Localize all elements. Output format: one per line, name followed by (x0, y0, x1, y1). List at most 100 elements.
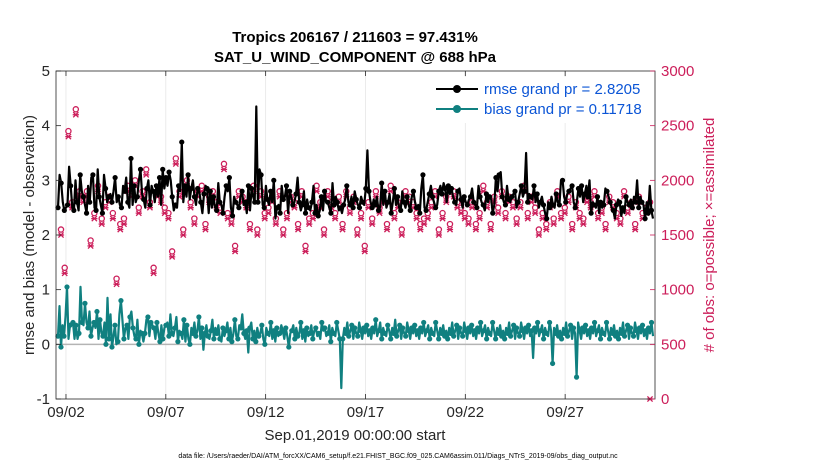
obs-possible-marker (187, 198, 194, 206)
rmse-point (258, 172, 264, 178)
obs-possible-marker (402, 188, 409, 195)
obs-assimilated-marker (424, 215, 431, 222)
obs-possible-marker (161, 204, 168, 211)
obs-possible-marker (535, 226, 543, 233)
rmse-point (169, 194, 175, 200)
obs-possible-marker (561, 204, 569, 211)
rmse-point (534, 191, 540, 197)
rmse-point (648, 207, 655, 213)
obs-assimilated-marker (265, 210, 272, 217)
rmse-point (604, 188, 610, 194)
obs-possible-marker (357, 209, 365, 217)
bias-point (481, 328, 487, 334)
rmse-point (502, 202, 509, 208)
rmse-point (429, 194, 436, 200)
bias-point (621, 333, 628, 339)
obs-possible-marker (254, 226, 261, 233)
bias-point (181, 317, 187, 323)
obs-assimilated-marker (302, 248, 309, 255)
rmse-point (195, 185, 201, 192)
bias-point (412, 322, 418, 328)
obs-assimilated-marker (502, 215, 509, 222)
rmse-point (131, 183, 137, 189)
bias-point (148, 319, 154, 326)
rmse-point (80, 194, 86, 200)
obs-possible-marker (231, 242, 239, 250)
y-tick-label: 1 (42, 282, 50, 299)
bias-point (76, 330, 82, 336)
obs-possible-marker (372, 188, 380, 195)
bias-point (112, 322, 118, 328)
y-axis-left: -1 0 1 2 3 4 5 (37, 63, 61, 408)
obs-possible-marker (387, 182, 394, 190)
rmse-point (594, 194, 601, 200)
obs-assimilated-marker (346, 210, 354, 217)
bias-point (109, 344, 115, 350)
rmse-point (455, 188, 461, 194)
rmse-point (214, 207, 220, 213)
bias-point (310, 336, 316, 342)
obs-assimilated-marker (169, 253, 176, 260)
obs-assimilated-marker (320, 231, 328, 239)
bias-point (475, 325, 481, 331)
obs-assimilated-marker (517, 204, 524, 211)
bias-point (262, 341, 268, 347)
bias-point (235, 336, 241, 342)
bias-point (196, 314, 202, 320)
bias-point (418, 325, 424, 331)
obs-assimilated-marker (532, 210, 539, 217)
bias-point (424, 328, 430, 334)
bias-point (217, 336, 223, 342)
obs-assimilated-marker (272, 221, 279, 228)
legend-rmse-marker (453, 85, 461, 93)
rmse-point (572, 205, 578, 211)
bias-point (169, 330, 175, 336)
footer-data-file: data file: /Users/raeder/DAI/ATM_forcXX/… (178, 453, 618, 460)
bias-point (487, 330, 493, 336)
rmse-point (518, 183, 524, 189)
obs-assimilated-marker (109, 215, 116, 222)
rmse-point (366, 188, 372, 194)
obs-assimilated-marker (543, 226, 550, 233)
bias-point (214, 330, 220, 336)
bias-point (211, 336, 217, 342)
obs-possible-marker (98, 215, 105, 222)
obs-assimilated-marker (161, 210, 168, 217)
rmse-point (632, 199, 639, 205)
rmse-point (77, 172, 83, 178)
obs-assimilated-marker (476, 215, 483, 222)
obs-assimilated-marker (224, 215, 231, 222)
rmse-point (58, 180, 64, 186)
bias-point (558, 336, 565, 342)
rmse-point (334, 199, 340, 205)
bias-point (346, 333, 352, 339)
rmse-point (540, 202, 547, 208)
obs-assimilated-marker (187, 204, 194, 211)
rmse-point (344, 183, 350, 189)
obs-assimilated-marker (254, 231, 261, 239)
obs-possible-marker (131, 177, 139, 184)
rmse-point (166, 169, 172, 175)
rmse-point (385, 199, 391, 205)
rmse-point (96, 194, 102, 200)
obs-assimilated-marker (495, 210, 502, 217)
obs-assimilated-marker (513, 221, 520, 228)
rmse-point (61, 207, 67, 213)
rmse-point (521, 188, 528, 194)
rmse-point (433, 205, 439, 211)
bias-point (103, 341, 109, 347)
rmse-point (350, 205, 356, 211)
rmse-point (210, 194, 217, 200)
bias-point (79, 319, 85, 326)
obs-possible-marker (120, 215, 128, 222)
rmse-point (290, 202, 296, 208)
rmse-point (106, 194, 112, 200)
bias-point (600, 330, 607, 336)
bias-point (493, 336, 499, 342)
rmse-point (617, 199, 623, 205)
rmse-point (264, 196, 271, 203)
bias-point (175, 339, 181, 345)
bias-point (130, 325, 136, 331)
obs-possible-marker (620, 188, 628, 195)
obs-possible-marker (524, 209, 532, 217)
